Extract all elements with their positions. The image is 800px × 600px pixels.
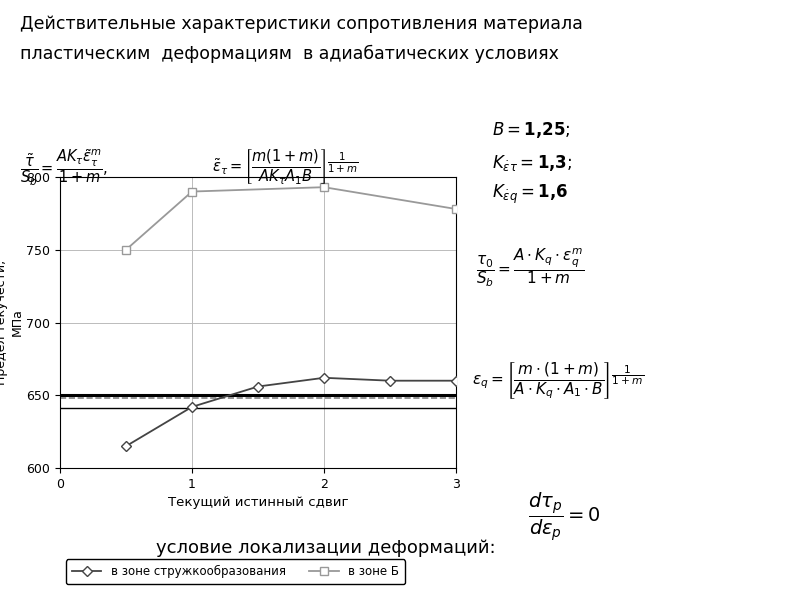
X-axis label: Текущий истинный сдвиг: Текущий истинный сдвиг — [168, 496, 348, 509]
Text: $K_{\dot{\varepsilon}\tau} = \mathbf{1{,}3}$;: $K_{\dot{\varepsilon}\tau} = \mathbf{1{,… — [492, 153, 572, 173]
Text: $\dfrac{\tilde{\tau}}{S_b} = \dfrac{AK_\tau\tilde{\varepsilon}_\tau^m}{1+m}$,: $\dfrac{\tilde{\tau}}{S_b} = \dfrac{AK_\… — [20, 147, 108, 188]
Text: $\tilde{\varepsilon}_\tau = \left[\dfrac{m(1+m)}{AK_\tau A_1 B}\right]^{\dfrac{1: $\tilde{\varepsilon}_\tau = \left[\dfrac… — [212, 147, 358, 186]
Y-axis label: Предел текучести,
МПа: Предел текучести, МПа — [0, 260, 23, 385]
Text: $\varepsilon_q = \left[\dfrac{m\cdot(1+m)}{A\cdot K_q\cdot A_1\cdot B}\right]^{\: $\varepsilon_q = \left[\dfrac{m\cdot(1+m… — [472, 360, 644, 401]
Legend: в зоне стружкообразования, в зоне Б: в зоне стружкообразования, в зоне Б — [66, 559, 406, 584]
Text: $B = \mathbf{1{,}25}$;: $B = \mathbf{1{,}25}$; — [492, 120, 570, 140]
Text: $\dfrac{\tau_0}{S_b} = \dfrac{A \cdot K_q \cdot \varepsilon_q^m}{1+m}$: $\dfrac{\tau_0}{S_b} = \dfrac{A \cdot K_… — [476, 246, 585, 289]
Text: $K_{\dot{\varepsilon}q} = \mathbf{1{,}6}$: $K_{\dot{\varepsilon}q} = \mathbf{1{,}6}… — [492, 183, 568, 206]
Text: $\dfrac{d\tau_p}{d\varepsilon_p} = 0$: $\dfrac{d\tau_p}{d\varepsilon_p} = 0$ — [528, 490, 601, 543]
Text: Действительные характеристики сопротивления материала: Действительные характеристики сопротивле… — [20, 15, 583, 33]
Text: пластическим  деформациям  в адиабатических условиях: пластическим деформациям в адиабатически… — [20, 45, 559, 63]
Text: условие локализации деформаций:: условие локализации деформаций: — [156, 539, 496, 557]
